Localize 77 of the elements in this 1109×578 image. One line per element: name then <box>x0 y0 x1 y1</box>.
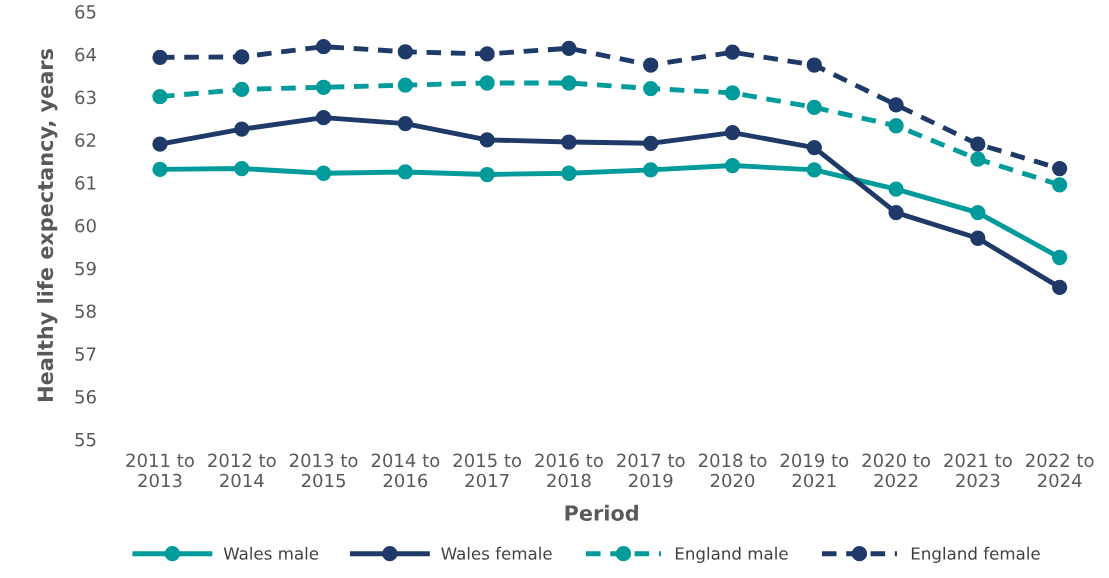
legend-label: Wales female <box>441 546 552 560</box>
point <box>479 166 495 183</box>
point <box>152 136 168 152</box>
point <box>888 97 904 113</box>
y-tick-label: 57 <box>75 347 96 361</box>
y-tick-label: 63 <box>75 90 96 105</box>
point <box>479 46 495 62</box>
y-tick-label: 58 <box>75 304 96 319</box>
point <box>397 77 413 93</box>
point <box>1052 279 1068 296</box>
point <box>397 164 413 180</box>
x-tick-label: 2018 to 2020 <box>698 453 767 488</box>
point <box>561 134 577 150</box>
y-tick-label: 55 <box>75 432 96 447</box>
point <box>397 115 413 132</box>
point <box>234 160 250 177</box>
point <box>1052 160 1068 177</box>
x-tick-label: 2017 to 2019 <box>617 453 685 488</box>
point <box>724 85 741 101</box>
legend-label: England male <box>675 546 788 563</box>
point <box>970 230 986 246</box>
x-axis-title: Period <box>565 504 638 521</box>
point <box>724 157 741 174</box>
x-tick-label: 2014 to 2016 <box>371 453 440 488</box>
point <box>315 79 332 95</box>
point <box>1052 177 1068 193</box>
point <box>724 124 741 141</box>
x-tick-label: 2021 to 2023 <box>944 453 1012 488</box>
point <box>561 40 577 56</box>
point <box>479 75 495 91</box>
point <box>643 80 659 97</box>
x-tick-label: 2015 to 2017 <box>453 453 522 488</box>
point <box>970 151 986 167</box>
point <box>806 162 822 178</box>
point <box>152 49 168 65</box>
point <box>152 89 168 105</box>
point <box>643 57 659 73</box>
point <box>1052 249 1068 266</box>
y-tick-label: 61 <box>75 176 96 190</box>
x-tick-label: 2020 to 2022 <box>862 453 930 488</box>
x-tick-label: 2022 to 2024 <box>1026 453 1094 488</box>
x-tick-label: 2019 to 2021 <box>780 453 849 488</box>
point <box>970 136 986 152</box>
point <box>643 135 659 151</box>
point <box>152 161 168 178</box>
y-tick-label: 64 <box>75 47 96 62</box>
point <box>234 121 250 137</box>
point <box>234 81 250 98</box>
point <box>970 204 986 221</box>
x-tick-label: 2016 to 2018 <box>535 453 603 488</box>
point <box>561 165 577 181</box>
legend-label: England female <box>911 546 1040 563</box>
y-tick-label: 62 <box>75 133 96 147</box>
y-tick-label: 60 <box>75 218 96 233</box>
point <box>888 204 904 221</box>
point <box>806 99 822 116</box>
point <box>234 49 250 65</box>
point <box>724 44 741 60</box>
point <box>479 132 495 148</box>
point <box>888 118 904 134</box>
x-tick-label: 2013 to 2015 <box>289 453 358 488</box>
point <box>397 44 413 60</box>
point <box>643 162 659 178</box>
y-tick-label: 65 <box>75 5 96 19</box>
point <box>561 75 577 91</box>
point <box>315 165 332 181</box>
point <box>315 109 332 126</box>
point <box>806 139 822 156</box>
point <box>806 57 822 73</box>
point <box>888 181 904 197</box>
point <box>315 38 332 55</box>
x-tick-label: 2011 to 2013 <box>126 453 194 488</box>
y-axis-title: Healthy life expectancy, years <box>37 48 58 401</box>
x-tick-label: 2012 to 2014 <box>208 453 276 488</box>
legend-label: Wales male <box>223 546 319 560</box>
y-tick-label: 59 <box>75 261 96 276</box>
y-tick-label: 56 <box>75 389 96 404</box>
